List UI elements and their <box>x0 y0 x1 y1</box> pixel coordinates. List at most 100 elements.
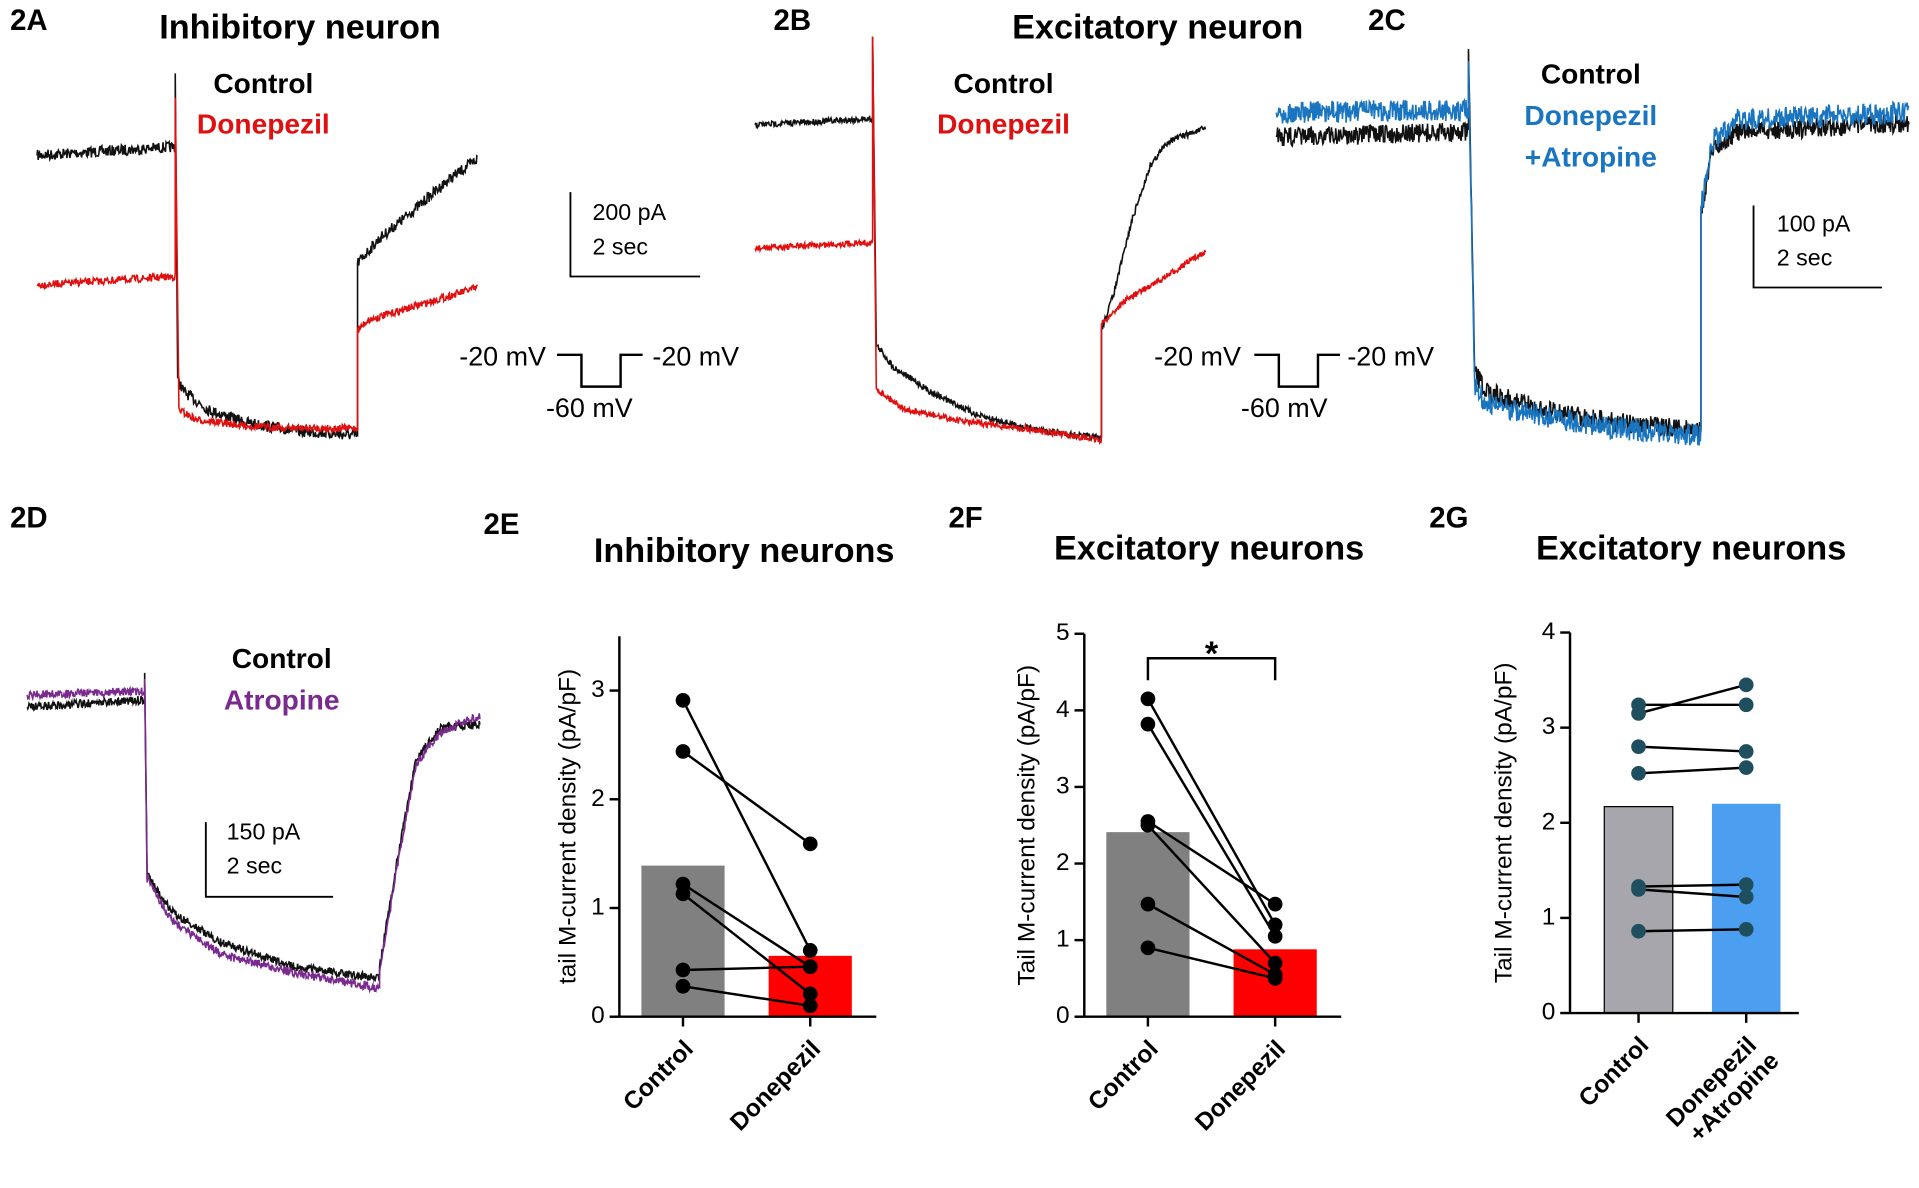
legend-entry: Donepezil <box>1524 100 1657 131</box>
pair-line <box>1147 824 1277 964</box>
pair-line <box>682 985 811 1008</box>
panel-label: 2A <box>10 4 48 37</box>
legend-entry: Atropine <box>224 685 340 716</box>
legend-entry: Control <box>213 68 313 99</box>
panel-label: 2D <box>10 502 48 535</box>
y-tick-label: 5 <box>1056 619 1070 646</box>
x-tick-label: Control <box>1084 1036 1165 1117</box>
data-point <box>1631 923 1646 939</box>
pair-line <box>1638 683 1747 715</box>
data-point <box>1738 744 1754 759</box>
data-point <box>1267 928 1283 944</box>
panel-title: Excitatory neuron <box>1012 8 1303 46</box>
current-trace <box>754 36 1207 446</box>
pair-line <box>1638 928 1747 933</box>
pair-line <box>682 965 811 972</box>
y-tick-label: 0 <box>1542 999 1556 1026</box>
panel-label: 2F <box>948 502 982 535</box>
panel-label: 2G <box>1429 502 1468 535</box>
pair-line <box>1146 723 1277 937</box>
x-tick-label: Donepezil <box>1191 1036 1292 1137</box>
current-trace <box>26 679 481 994</box>
scale-label: 2 sec <box>227 853 283 879</box>
data-point <box>1738 921 1754 937</box>
pair-line <box>1146 698 1277 926</box>
pair-line <box>1638 766 1747 775</box>
data-point <box>1738 677 1754 693</box>
y-tick-label: 3 <box>1056 772 1070 799</box>
current-trace <box>26 672 481 983</box>
data-point <box>802 998 818 1014</box>
data-point <box>1267 955 1283 971</box>
protocol-label: -60 mV <box>1241 393 1328 423</box>
panel-title: Inhibitory neuron <box>159 8 441 46</box>
y-tick-label: 1 <box>591 893 605 920</box>
protocol-label: -60 mV <box>546 393 633 423</box>
panel-label: 2E <box>484 508 520 541</box>
y-tick-label: 2 <box>1056 849 1070 876</box>
significance-bracket <box>1146 657 1277 681</box>
scale-label: 2 sec <box>592 234 648 260</box>
protocol-label: -20 mV <box>459 342 546 372</box>
y-axis-label: Tail M-current density (pA/pF) <box>1491 662 1518 983</box>
pair-line <box>1147 903 1276 976</box>
scale-bar <box>204 822 334 898</box>
pair-line <box>681 699 812 951</box>
data-point <box>1631 706 1646 721</box>
y-tick-label: 0 <box>1056 1002 1070 1029</box>
x-tick-label: Donepezil+Atropine <box>1662 1029 1785 1152</box>
pair-line <box>1147 946 1276 980</box>
scale-bar <box>569 192 701 278</box>
x-tick-label: Control <box>619 1036 700 1117</box>
legend-entry: +Atropine <box>1525 141 1657 172</box>
y-tick-label: 2 <box>591 785 605 812</box>
data-point <box>675 886 691 902</box>
legend-entry: Donepezil <box>197 108 330 139</box>
chart-title: Excitatory neurons <box>1536 530 1846 568</box>
y-tick-label: 4 <box>1542 618 1556 645</box>
current-trace <box>1275 61 1910 446</box>
data-point <box>675 962 691 978</box>
significance-label: * <box>1205 635 1219 673</box>
y-tick-label: 3 <box>591 676 605 703</box>
data-point <box>1738 760 1754 775</box>
data-point <box>1631 765 1646 781</box>
pair-line <box>1638 888 1747 899</box>
panel-label: 2B <box>774 4 812 37</box>
protocol-label: -20 mV <box>1154 342 1241 372</box>
pair-line <box>1638 883 1747 888</box>
chart-title: Inhibitory neurons <box>594 532 895 570</box>
data-point <box>1140 716 1156 732</box>
y-tick-label: 0 <box>591 1002 605 1029</box>
protocol-step <box>556 353 643 388</box>
protocol-label: -20 mV <box>652 342 739 372</box>
scale-label: 100 pA <box>1777 210 1851 236</box>
pair-line <box>682 892 811 995</box>
scale-label: 200 pA <box>592 199 666 225</box>
data-point <box>802 959 818 975</box>
current-trace <box>754 36 1207 443</box>
data-point <box>1267 917 1283 933</box>
legend-entry: Donepezil <box>937 108 1070 139</box>
y-axis-label: Tail M-current density (pA/pF) <box>1013 665 1040 986</box>
data-point <box>675 744 691 759</box>
data-point <box>675 978 691 994</box>
traces <box>26 36 1910 994</box>
data-point <box>1140 817 1156 833</box>
y-axis-label: tail M-current density (pA/pF) <box>555 669 582 984</box>
scale-label: 150 pA <box>227 818 301 844</box>
bar <box>1603 806 1674 1014</box>
protocol-label: -20 mV <box>1347 342 1434 372</box>
y-tick-label: 4 <box>1056 696 1070 723</box>
bar <box>1711 803 1781 1014</box>
data-point <box>1631 739 1646 755</box>
protocol-step <box>1254 353 1341 388</box>
pair-line <box>1638 745 1747 753</box>
data-point <box>1267 971 1283 986</box>
chart-title: Excitatory neurons <box>1054 530 1364 568</box>
data-point <box>1631 882 1646 897</box>
scale-label: 2 sec <box>1777 245 1833 271</box>
pair-line <box>682 883 811 968</box>
legend-entry: Control <box>954 68 1054 99</box>
